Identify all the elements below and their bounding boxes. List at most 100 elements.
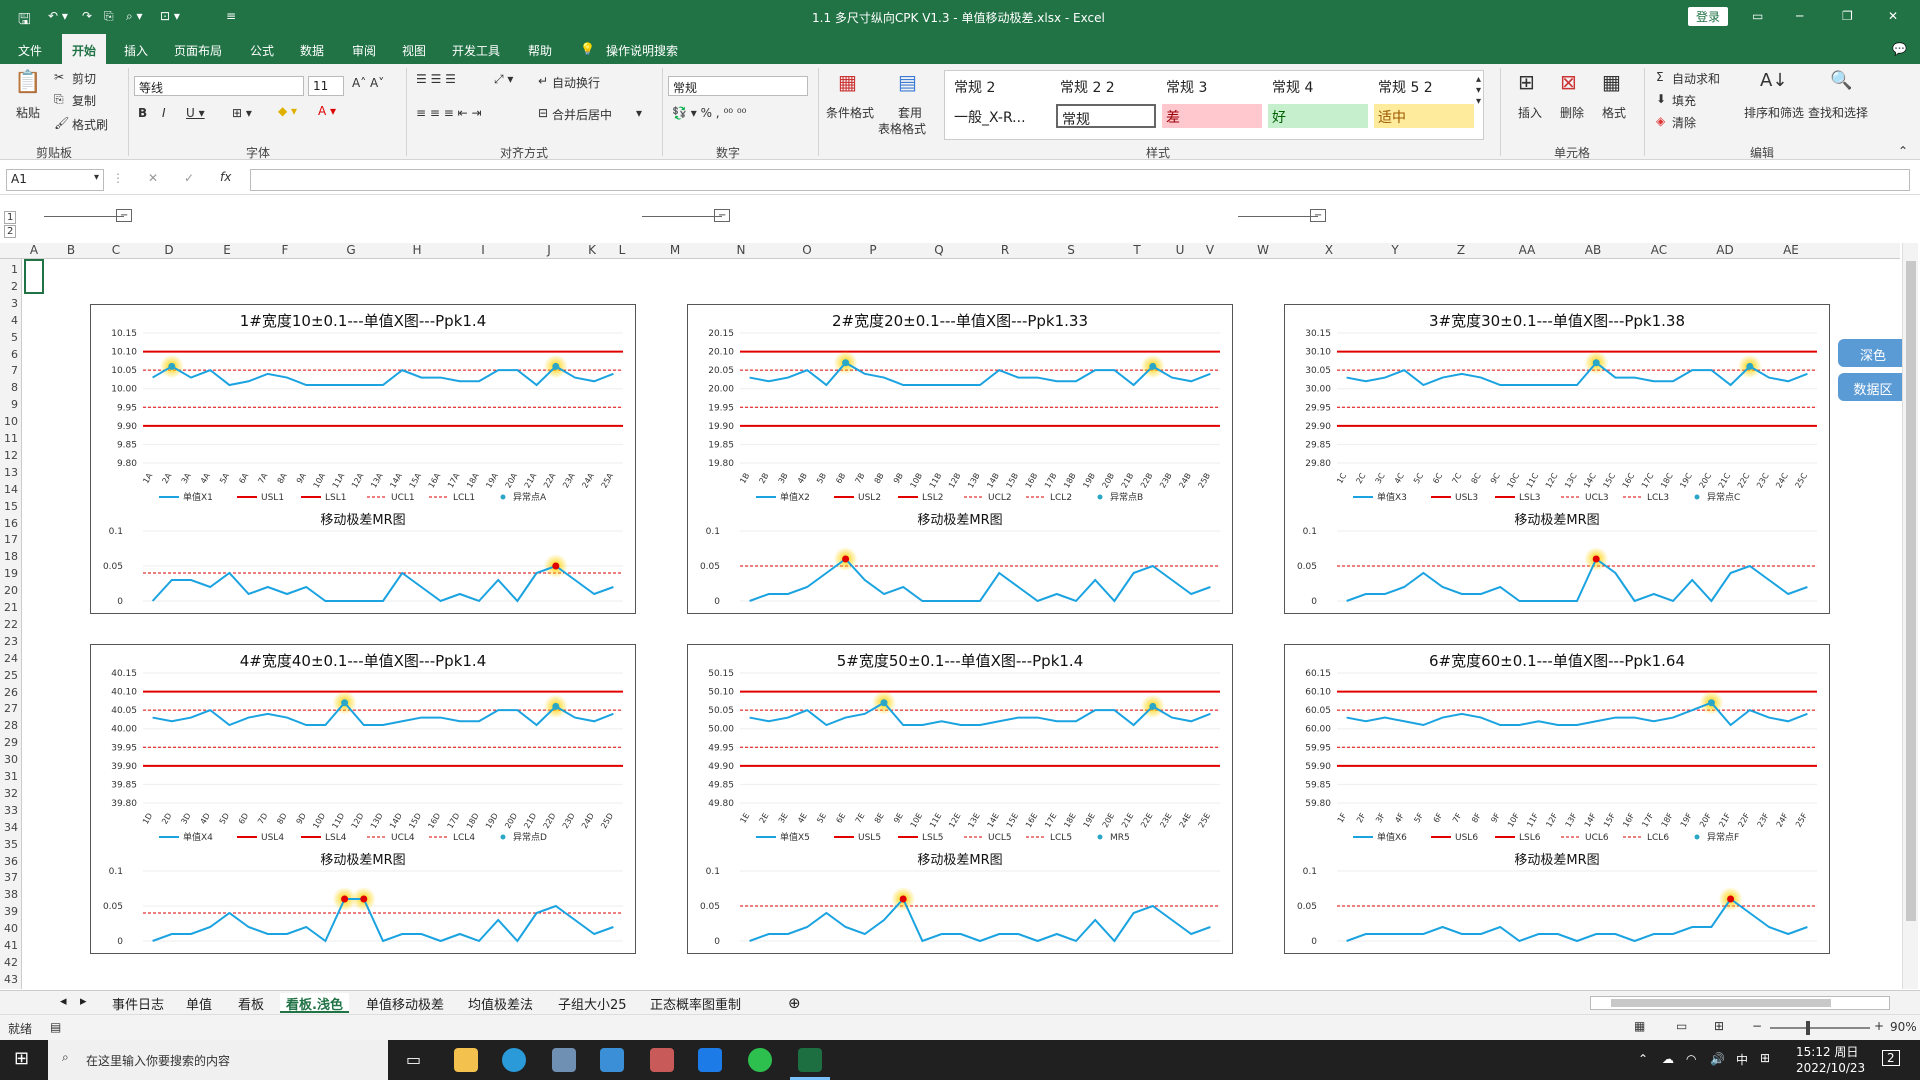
name-box[interactable]: A1 <box>6 169 104 191</box>
spc-chart-5[interactable]: 5#宽度50±0.1---单值X图---Ppk1.4 移动极差MR图 50.15 50… <box>687 644 1233 954</box>
find-select-button[interactable]: 查找和选择 <box>1808 106 1869 120</box>
style-bad[interactable]: 差 <box>1162 104 1262 128</box>
column-header[interactable]: P <box>869 243 877 257</box>
row-header[interactable]: 2 <box>11 279 18 293</box>
anomaly-point[interactable] <box>880 699 888 707</box>
delete-cells-icon[interactable]: ⊠ <box>1560 70 1577 94</box>
column-header[interactable]: K <box>588 243 596 257</box>
tab-review[interactable]: 审阅 <box>352 44 377 58</box>
column-header[interactable]: C <box>111 243 121 257</box>
zoom-slider[interactable] <box>1770 1027 1870 1029</box>
tray-app-icon[interactable]: ☁ <box>1662 1052 1674 1066</box>
sort-filter-icon[interactable]: A↓ <box>1760 70 1788 91</box>
column-header[interactable]: U <box>1175 243 1185 257</box>
row-header[interactable]: 23 <box>4 634 18 648</box>
column-header[interactable]: I <box>481 243 485 257</box>
row-header[interactable]: 35 <box>4 837 18 851</box>
style-normal-4[interactable]: 常规 4 <box>1272 80 1314 96</box>
row-header[interactable]: 25 <box>4 668 18 682</box>
anomaly-point[interactable] <box>1746 362 1754 370</box>
column-header[interactable]: F <box>281 243 289 257</box>
tab-home[interactable]: 开始 <box>62 34 107 64</box>
row-header[interactable]: 24 <box>4 651 18 665</box>
minimize-icon[interactable]: ─ <box>1796 9 1804 23</box>
column-header[interactable]: H <box>412 243 422 257</box>
collapse-group-icon[interactable]: − <box>714 209 731 222</box>
autosum-icon[interactable]: Σ <box>1656 70 1664 84</box>
style-neutral[interactable]: 适中 <box>1374 104 1474 128</box>
row-header[interactable]: 34 <box>4 820 18 834</box>
data-area-button[interactable]: 数据区 <box>1838 373 1908 401</box>
row-header[interactable]: 19 <box>4 567 18 581</box>
row-header[interactable]: 36 <box>4 854 18 868</box>
column-header[interactable]: X <box>1324 243 1334 257</box>
row-header[interactable]: 21 <box>4 601 18 614</box>
collapse-group-icon[interactable]: − <box>116 209 133 222</box>
font-color-icon[interactable]: A ▾ <box>318 104 337 118</box>
row-header[interactable]: 10 <box>4 415 18 429</box>
ribbon-display-icon[interactable]: ▭ <box>1752 9 1764 23</box>
column-header[interactable]: O <box>802 243 812 257</box>
insert-cells-button[interactable]: 插入 <box>1518 106 1543 120</box>
column-header[interactable]: L <box>618 243 626 257</box>
page-layout-icon[interactable]: ▭ <box>1676 1019 1688 1033</box>
currency-icon[interactable]: 💱 ▾ % , ⁰⁰ ⁰⁰ <box>672 106 747 120</box>
column-header[interactable]: R <box>1000 243 1010 257</box>
merge-center-button[interactable]: 合并后居中 <box>552 108 613 122</box>
paste-button[interactable]: 粘贴 <box>16 106 41 120</box>
anomaly-point[interactable] <box>1707 699 1715 707</box>
align-top-icon[interactable]: ☰ ☰ ☰ <box>416 72 456 86</box>
anomaly-point[interactable] <box>1149 362 1157 370</box>
row-header[interactable]: 9 <box>11 398 18 412</box>
row-header[interactable]: 6 <box>11 347 18 361</box>
mr-anomaly-point[interactable] <box>341 895 349 903</box>
tab-page-layout[interactable]: 页面布局 <box>174 44 223 58</box>
tab-view[interactable]: 视图 <box>402 44 427 58</box>
number-format-select[interactable]: 常规 <box>668 76 808 96</box>
style-good[interactable]: 好 <box>1268 104 1368 128</box>
tab-file[interactable]: 文件 <box>18 44 43 58</box>
sort-filter-button[interactable]: 排序和筛选 <box>1744 106 1805 120</box>
normal-view-icon[interactable]: ▦ <box>1634 1019 1646 1033</box>
anomaly-point[interactable] <box>1592 359 1600 367</box>
column-header[interactable]: G <box>346 243 356 257</box>
row-header[interactable]: 14 <box>4 482 18 496</box>
excel-icon[interactable] <box>798 1048 822 1072</box>
dark-theme-button[interactable]: 深色 <box>1838 339 1908 367</box>
wechat-icon[interactable] <box>748 1048 772 1072</box>
anomaly-point[interactable] <box>552 362 560 370</box>
find-select-icon[interactable]: 🔍 <box>1830 70 1853 91</box>
wrap-text-button[interactable]: 自动换行 <box>552 76 601 90</box>
wrap-text-icon[interactable]: ↵ <box>538 74 549 88</box>
row-header[interactable]: 3 <box>11 296 18 310</box>
style-normal-5-2[interactable]: 常规 5 2 <box>1378 80 1433 96</box>
namebox-dropdown-icon[interactable]: ▾ <box>94 172 100 183</box>
column-header[interactable]: AE <box>1783 243 1799 257</box>
copy-icon[interactable]: ⎘ <box>104 9 114 23</box>
selected-cell-a1[interactable] <box>24 259 44 294</box>
clock-date[interactable]: 2022/10/23 <box>1796 1061 1866 1075</box>
mr-anomaly-point[interactable] <box>899 895 907 903</box>
fill-icon[interactable]: ⬇ <box>1656 92 1667 106</box>
spc-chart-2[interactable]: 2#宽度20±0.1---单值X图---Ppk1.33 移动极差MR图 20.15 2… <box>687 304 1233 614</box>
bold-icon[interactable]: B <box>138 106 148 120</box>
tab-data[interactable]: 数据 <box>300 44 325 58</box>
tab-formulas[interactable]: 公式 <box>250 44 275 58</box>
outline-level-2[interactable]: 2 <box>4 225 17 238</box>
format-cells-icon[interactable]: ▦ <box>1602 70 1621 94</box>
collapse-ribbon-icon[interactable]: ⌃ <box>1898 144 1909 158</box>
row-header[interactable]: 15 <box>4 499 18 513</box>
column-header[interactable]: A <box>29 243 39 257</box>
row-header[interactable]: 17 <box>4 533 18 547</box>
anomaly-point[interactable] <box>1149 702 1157 710</box>
table-format-icon[interactable]: ▤ <box>898 70 917 94</box>
underline-icon[interactable]: U ▾ <box>186 106 205 120</box>
page-break-icon[interactable]: ⊞ <box>1714 1019 1725 1033</box>
copy-button[interactable]: 复制 <box>72 94 97 108</box>
row-header[interactable]: 39 <box>4 905 18 919</box>
column-header[interactable]: N <box>736 243 746 257</box>
row-header[interactable]: 28 <box>4 719 18 733</box>
undo-icon[interactable]: ↶ ▾ <box>48 9 68 23</box>
formula-input[interactable] <box>250 169 1910 191</box>
autosum-button[interactable]: 自动求和 <box>1672 72 1721 86</box>
